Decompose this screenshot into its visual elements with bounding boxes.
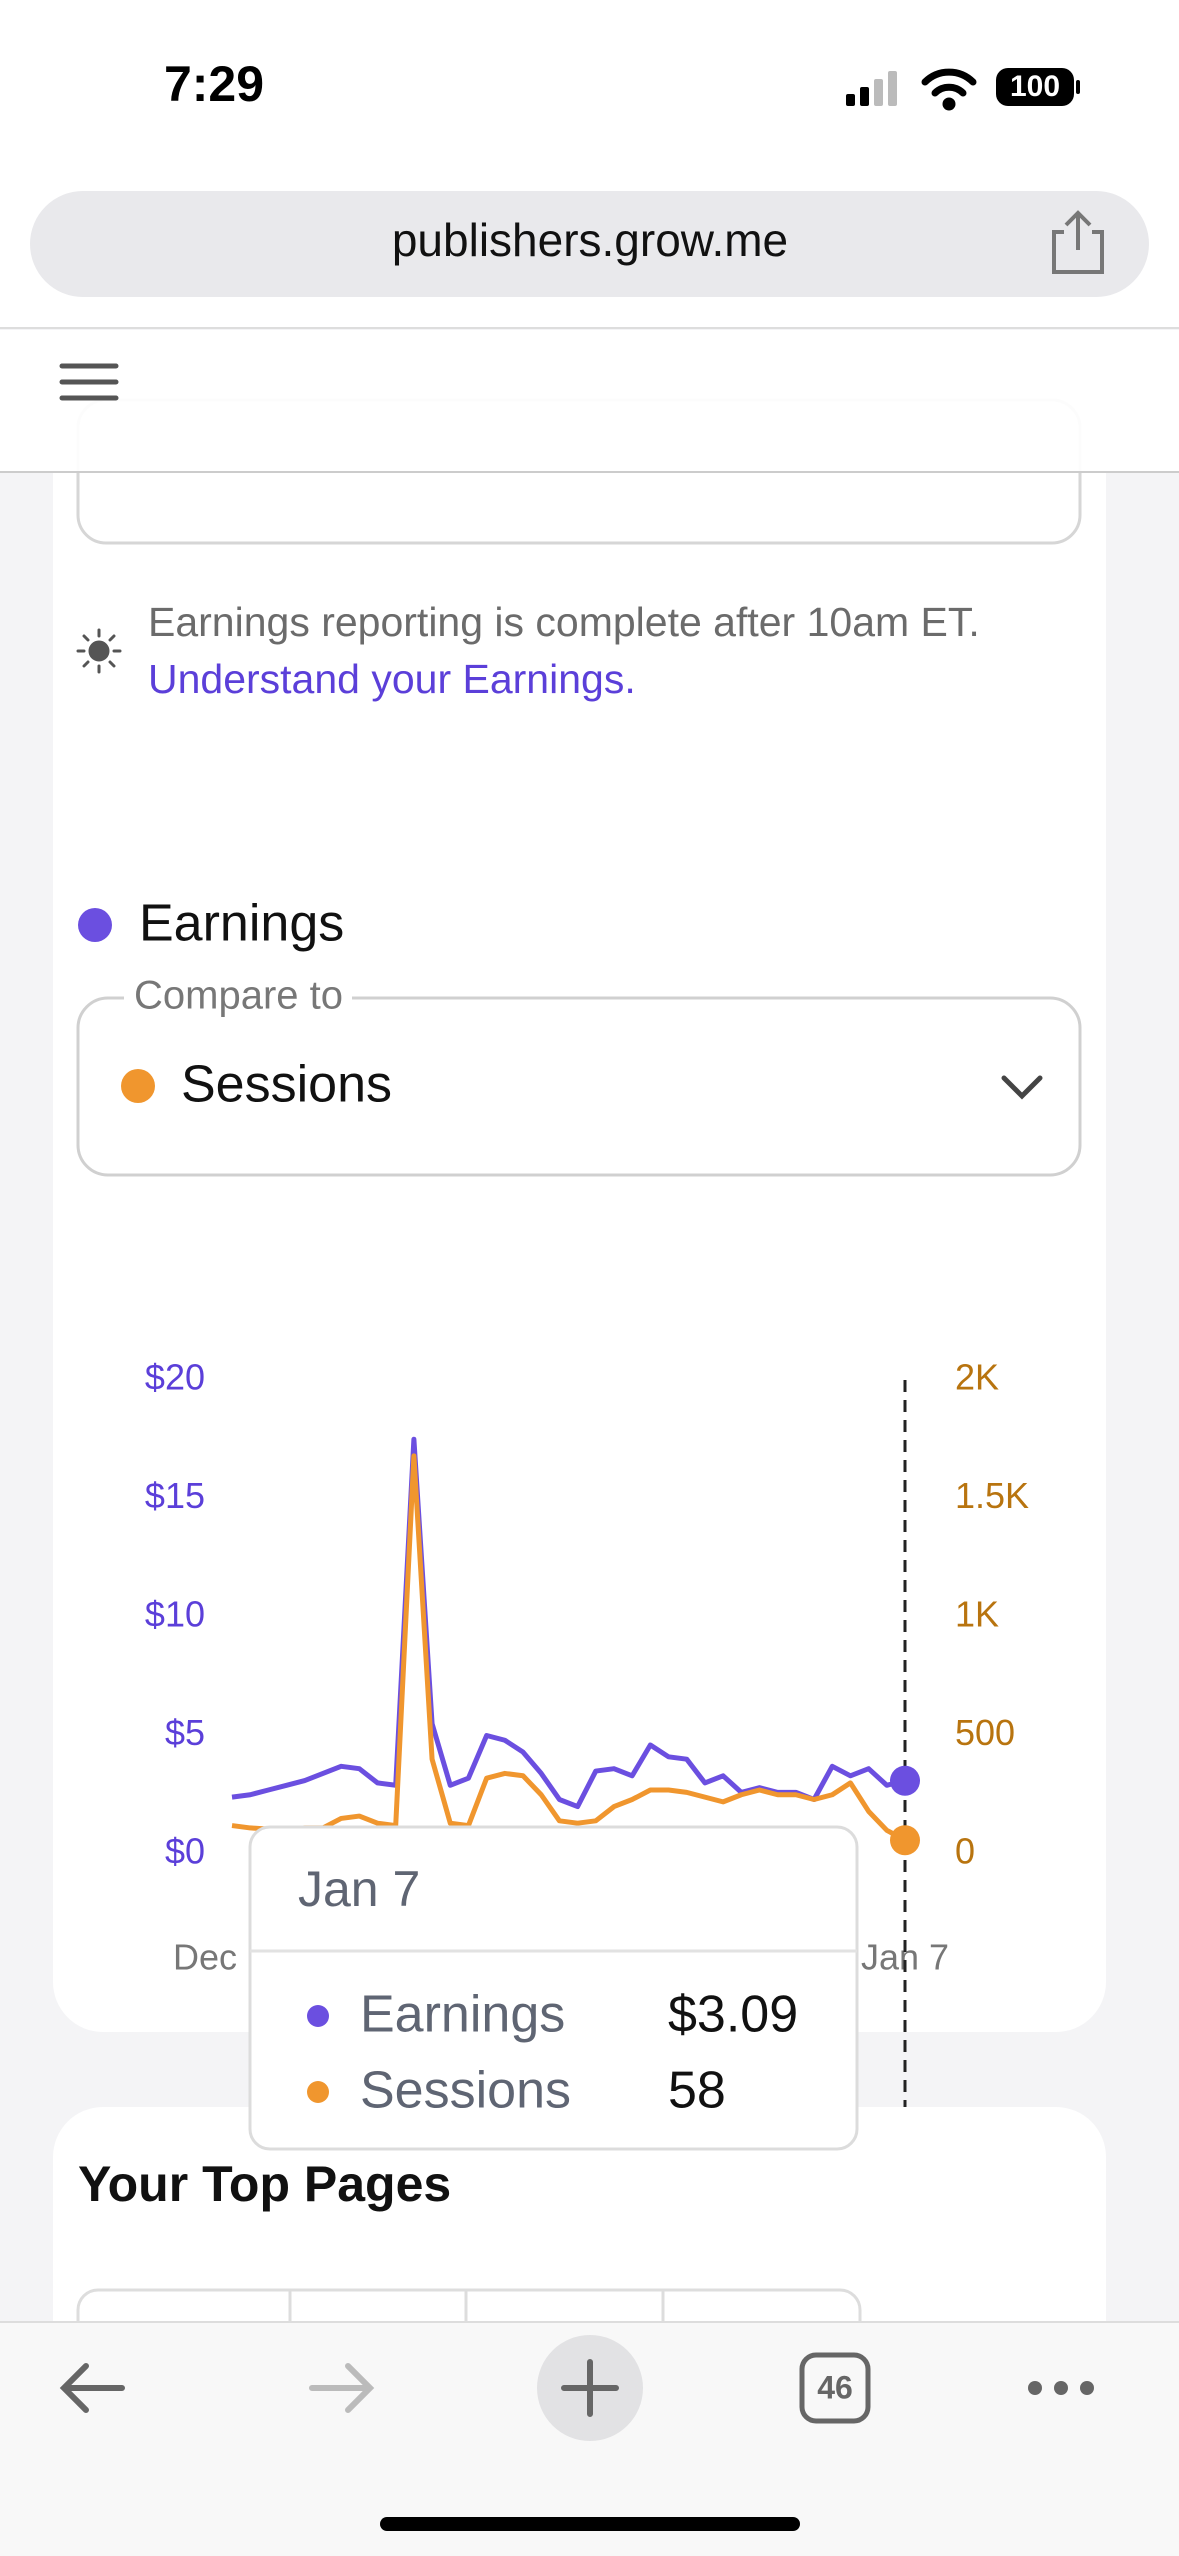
- more-button[interactable]: [1028, 2381, 1094, 2395]
- share-icon[interactable]: [1052, 210, 1104, 274]
- y-tick-label: $5: [165, 1712, 205, 1753]
- status-time: 7:29: [164, 56, 264, 112]
- top-pages-title: Your Top Pages: [78, 2156, 451, 2212]
- legend-dot: [78, 908, 112, 942]
- earnings-card: [53, 420, 1106, 2032]
- compare-dot: [121, 1069, 155, 1103]
- hover-point: [890, 1765, 920, 1796]
- url-bar[interactable]: [30, 191, 1149, 297]
- signal-icon: [846, 71, 897, 106]
- compare-label: Compare to: [134, 974, 343, 1018]
- tabs-button[interactable]: [799, 2352, 871, 2424]
- y-tick-label: $15: [145, 1475, 205, 1516]
- wifi-icon: [921, 68, 977, 111]
- tooltip: Jan 7 Earnings $3.09 Sessions 58: [248, 1825, 859, 2151]
- x-tick-label: Dec: [173, 1937, 237, 1978]
- sun-icon: [76, 628, 122, 674]
- y-tick-label: 2K: [955, 1357, 999, 1398]
- series-line: [231, 1453, 907, 1843]
- compare-select[interactable]: [76, 996, 1082, 1177]
- home-indicator: [380, 2517, 800, 2531]
- tooltip-value: 58: [668, 2062, 726, 2120]
- legend-label: Earnings: [139, 895, 344, 953]
- app-header: [0, 330, 1179, 472]
- notice-text: Earnings reporting is complete after 10a…: [148, 599, 980, 645]
- y-tick-label: $10: [145, 1594, 205, 1635]
- forward-button[interactable]: [309, 2363, 375, 2413]
- tooltip-value: $3.09: [668, 1986, 798, 2044]
- battery-tip: [1076, 80, 1080, 94]
- tab-count: 46: [817, 2369, 853, 2405]
- tooltip-title: Jan 7: [298, 1861, 420, 1917]
- y-tick-label: 1K: [955, 1594, 999, 1635]
- battery: [996, 68, 1074, 106]
- back-button[interactable]: [59, 2363, 125, 2413]
- tooltip-label: Earnings: [360, 1986, 565, 2044]
- hover-point: [890, 1825, 920, 1856]
- y-tick-label: 500: [955, 1712, 1015, 1753]
- chevron[interactable]: [1001, 1075, 1043, 1100]
- menu-icon[interactable]: [59, 363, 119, 401]
- tooltip-dot: [307, 2081, 329, 2103]
- notice-link[interactable]: Understand your Earnings.: [148, 656, 636, 702]
- y-tick-label: 1.5K: [955, 1475, 1029, 1516]
- tooltip-label: Sessions: [360, 2062, 571, 2120]
- battery-level: 100: [1010, 70, 1060, 103]
- chart: $0 $5 $10 $15 $20 0 500 1K 1.5K 2K Dec Jan 7: [145, 1357, 1029, 2150]
- y-tick-label: $20: [145, 1357, 205, 1398]
- y-tick-label: $0: [165, 1831, 205, 1872]
- tooltip-dot: [307, 2005, 329, 2027]
- url-text: publishers.grow.me: [392, 214, 788, 266]
- y-tick-label: 0: [955, 1831, 975, 1872]
- compare-value: Sessions: [181, 1056, 392, 1114]
